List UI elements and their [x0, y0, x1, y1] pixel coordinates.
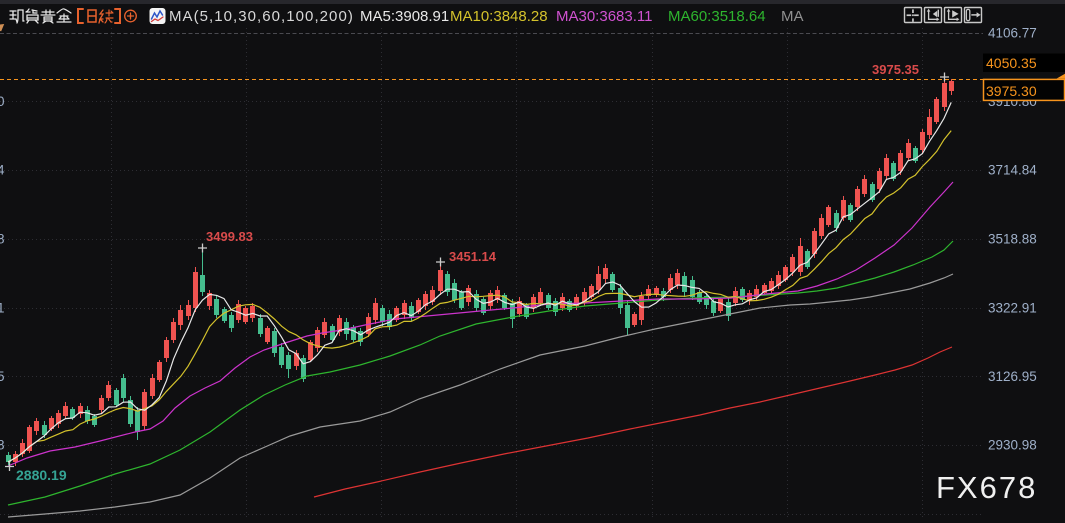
svg-text:MA30:3683.11: MA30:3683.11: [556, 8, 652, 25]
svg-text:3126.95: 3126.95: [988, 369, 1037, 384]
svg-text:MA5:3908.91: MA5:3908.91: [360, 8, 449, 25]
svg-text:3714.84: 3714.84: [988, 163, 1037, 178]
svg-text:3975.35: 3975.35: [872, 62, 919, 77]
svg-text:4050.35: 4050.35: [986, 55, 1037, 71]
svg-text:3126.95: 3126.95: [0, 369, 5, 384]
svg-text:3518.88: 3518.88: [988, 232, 1037, 247]
svg-text:MA60:3518.64: MA60:3518.64: [668, 8, 766, 25]
svg-text:3322.91: 3322.91: [0, 301, 5, 316]
svg-text:3975.30: 3975.30: [986, 83, 1037, 99]
svg-text:2880.19: 2880.19: [16, 467, 67, 483]
svg-text:MA: MA: [781, 8, 804, 25]
svg-text:FX678: FX678: [936, 470, 1037, 505]
svg-text:3910.80: 3910.80: [0, 94, 5, 109]
svg-text:3714.84: 3714.84: [0, 163, 5, 178]
svg-text:2930.98: 2930.98: [0, 438, 5, 453]
svg-text:3499.83: 3499.83: [206, 229, 253, 244]
svg-text:MA10:3848.28: MA10:3848.28: [450, 8, 548, 25]
svg-text:MA(5,10,30,60,100,200): MA(5,10,30,60,100,200): [169, 8, 354, 25]
svg-text:3518.88: 3518.88: [0, 232, 5, 247]
svg-text:2930.98: 2930.98: [988, 438, 1037, 453]
svg-text:3451.14: 3451.14: [449, 249, 497, 264]
svg-text:4106.77: 4106.77: [988, 26, 1037, 41]
svg-text:3322.91: 3322.91: [988, 301, 1037, 316]
